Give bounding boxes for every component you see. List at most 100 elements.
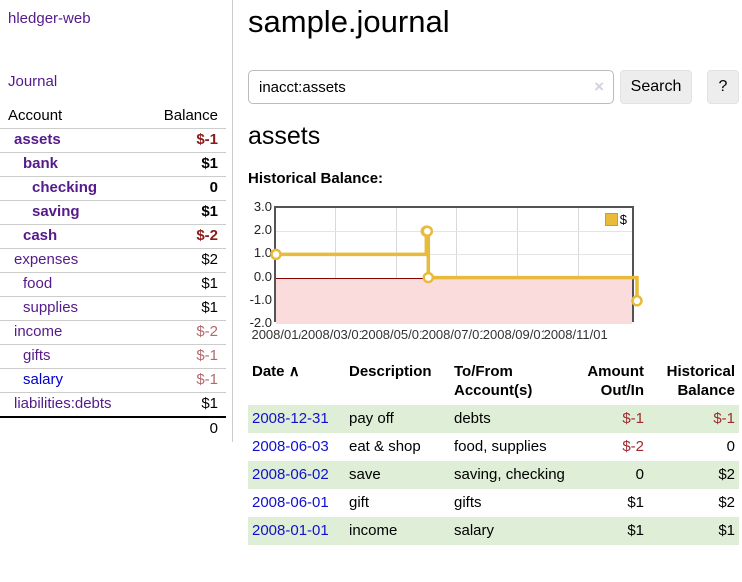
balance-series-line [270,225,643,307]
transaction-date-link[interactable]: 2008-06-01 [252,494,329,511]
account-balance: $-2 [138,224,226,249]
transaction-row: 2008-06-02 save saving, checking 0 $2 [248,461,739,489]
account-link-expenses[interactable]: expenses [14,251,79,268]
transaction-row: 2008-12-31 pay off debts $-1 $-1 [248,405,739,433]
transaction-amount: $-1 [622,410,644,427]
account-link-saving[interactable]: saving [32,203,80,220]
page-title: sample.journal [248,4,450,39]
account-balance: $-1 [138,128,226,153]
main-content: sample.journal × Search ? assets Histori… [248,0,742,545]
account-row: supplies $1 [0,296,226,321]
account-row: gifts $-1 [0,344,226,369]
account-row: expenses $2 [0,248,226,273]
account-row: saving $1 [0,200,226,225]
account-link-income[interactable]: income [14,323,63,340]
transactions-table: Date ∧ Description To/From Account(s) Am… [248,358,739,545]
transaction-accounts: debts [454,410,491,427]
register-header-date[interactable]: Date ∧ [248,358,345,405]
transaction-description: gift [349,494,370,511]
account-balance: $1 [138,296,226,321]
register-header-amount: Amount Out/In [587,363,644,399]
app-brand-link[interactable]: hledger-web [8,10,91,27]
transaction-date-link[interactable]: 2008-06-03 [252,438,329,455]
sidebar: hledger-web Journal Account Balance asse… [0,0,233,441]
account-link-checking[interactable]: checking [32,179,98,196]
transaction-accounts: salary [454,522,495,539]
account-row: liabilities:debts $1 [0,392,226,417]
account-link-cash[interactable]: cash [23,227,58,244]
search-input[interactable] [259,71,589,103]
account-balance: $1 [138,200,226,225]
register-header-date-label: Date [252,363,285,380]
y-tick-label: 0.0 [253,268,272,284]
account-heading: assets [248,122,321,150]
transaction-date-link[interactable]: 2008-01-01 [252,522,329,539]
transaction-date-link[interactable]: 2008-06-02 [252,466,329,483]
legend-label: $ [619,212,627,227]
vertical-gridline [578,208,579,320]
historical-balance-chart: 3.0 2.0 1.0 0.0 -1.0 -2.0 $ 2008/01/01 2008/03… [248,199,742,345]
transaction-amount: $1 [627,494,644,511]
y-tick-label: 1.0 [253,245,272,261]
transaction-row: 2008-06-01 gift gifts $1 $2 [248,489,739,517]
x-tick-label: 2008/11/01 [543,327,608,342]
account-row: income $-2 [0,320,226,345]
y-tick-label: 3.0 [253,199,272,214]
transaction-accounts: saving, checking [454,466,565,483]
y-tick-label: -2.0 [249,315,272,330]
transaction-date-link[interactable]: 2008-12-31 [252,410,329,427]
search-button[interactable]: Search [620,70,692,104]
transaction-balance: $1 [718,522,735,539]
account-row: food $1 [0,272,226,297]
account-balance: $1 [138,392,226,417]
horizontal-gridline [276,254,632,255]
vertical-gridline [335,208,336,320]
chart-plot-area: $ [270,206,643,324]
account-balance: $-1 [138,368,226,393]
search-row: × Search ? [248,70,742,104]
transaction-balance: 0 [726,438,735,455]
vertical-gridline [396,208,397,320]
account-link-liabilities-debts[interactable]: liabilities:debts [14,395,112,412]
accounts-total-value: 0 [138,416,226,441]
help-button[interactable]: ? [707,70,739,104]
search-box: × [248,70,614,104]
sort-ascending-icon: ∧ [288,363,300,380]
x-tick-label: 2008/01/01 [251,327,317,342]
account-link-supplies[interactable]: supplies [23,299,79,316]
sidebar-item-journal[interactable]: Journal [8,73,58,90]
account-link-gifts[interactable]: gifts [23,347,51,364]
account-link-assets[interactable]: assets [14,131,61,148]
chart-negative-region [276,278,632,324]
account-row: checking 0 [0,176,226,201]
accounts-total-row: 0 [0,416,226,441]
transaction-description: income [349,522,398,539]
transaction-row: 2008-01-01 income salary $1 $1 [248,517,739,545]
x-tick-label: 2008/09/01 [482,327,548,342]
account-link-bank[interactable]: bank [23,155,59,172]
register-header-accounts: To/From Account(s) [454,363,533,399]
accounts-table: Account Balance assets $-1 bank $1 checking 0… [0,104,226,441]
x-tick-label: 2008/03/01 [300,327,366,342]
account-balance: $1 [138,152,226,177]
legend-swatch-icon [604,213,618,226]
chart-title: Historical Balance: [248,170,384,187]
transaction-accounts: gifts [454,494,482,511]
register-header-balance: Historical Balance [666,363,735,399]
transaction-description: pay off [349,410,394,427]
transaction-description: eat & shop [349,438,421,455]
register-header-description: Description [349,363,432,380]
transaction-accounts: food, supplies [454,438,547,455]
sidebar-divider [232,0,233,442]
account-balance: $-2 [138,320,226,345]
transaction-amount: $-2 [622,438,644,455]
transaction-row: 2008-06-03 eat & shop food, supplies $-2 0 [248,433,739,461]
transaction-balance: $2 [718,466,735,483]
x-tick-label: 2008/07/01 [421,327,487,342]
account-link-salary[interactable]: salary [23,371,64,388]
account-balance: $1 [138,272,226,297]
clear-search-icon[interactable]: × [594,77,604,96]
account-link-food[interactable]: food [23,275,53,292]
accounts-header-account: Account [8,107,63,124]
